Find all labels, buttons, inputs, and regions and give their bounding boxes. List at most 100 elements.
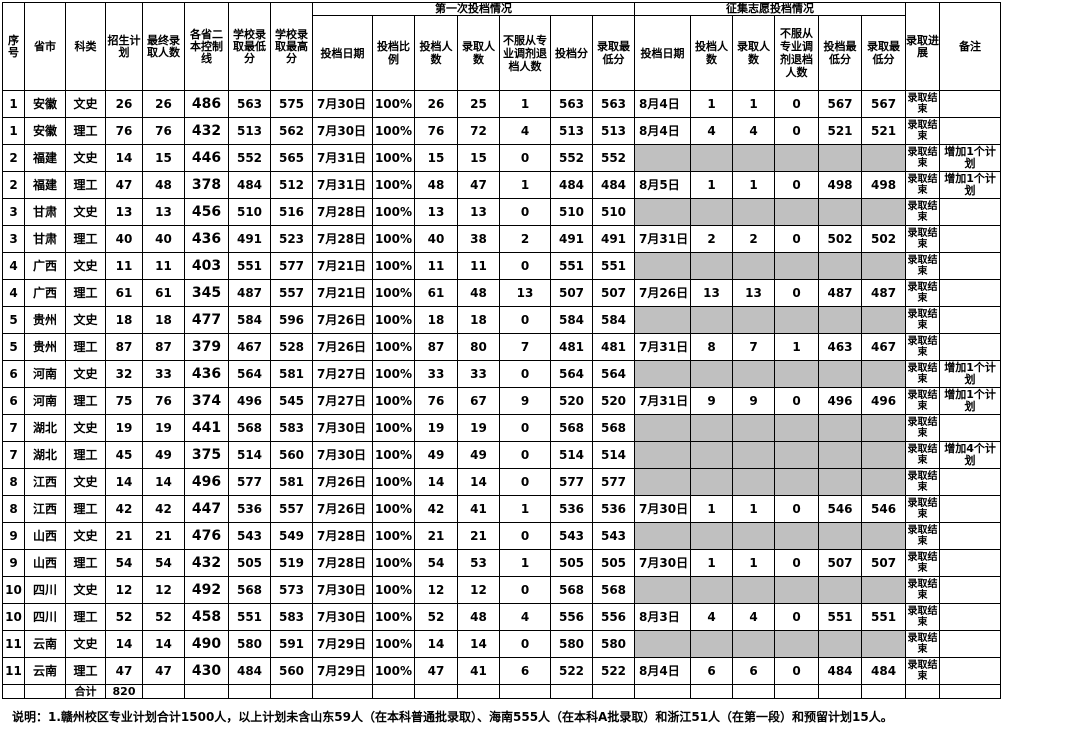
empty-cell	[690, 441, 734, 469]
table-row: 投档日期 投档比例 投档人数 录取人数 不服从专业调剂退档人数 投档分 录取最低分 投档日期投…	[3, 15, 1001, 91]
note-cell	[939, 576, 1002, 604]
progress-cell: 录取结束	[905, 387, 941, 415]
table-cell: 345	[184, 279, 229, 307]
table-cell: 528	[270, 333, 313, 361]
table-cell: 568	[228, 576, 271, 604]
column-header: 省市	[24, 2, 66, 91]
group-header: 第一次投档情况	[311, 2, 636, 16]
table-cell: 四川	[24, 603, 66, 631]
table-cell: 551	[818, 603, 863, 631]
table-cell: 甘肃	[24, 225, 66, 253]
table-cell: 48	[414, 171, 458, 199]
table-cell: 1	[690, 549, 734, 577]
empty-cell	[690, 576, 734, 604]
table-cell: 18	[105, 306, 143, 334]
table-cell: 484	[228, 171, 271, 199]
table-cell: 2	[690, 225, 734, 253]
table-cell: 2	[732, 225, 776, 253]
table-cell: 441	[184, 414, 229, 442]
table-cell: 513	[550, 117, 593, 145]
table-cell: 理工	[65, 333, 106, 361]
table-cell: 14	[457, 630, 500, 658]
table-cell	[372, 684, 415, 699]
table-cell: 563	[591, 90, 636, 118]
table-cell: 7月29日	[312, 630, 373, 658]
progress-cell: 录取结束	[905, 90, 941, 118]
table-cell: 584	[591, 306, 636, 334]
table-cell: 492	[184, 576, 229, 604]
table-cell: 湖北	[24, 441, 66, 469]
empty-cell	[774, 198, 820, 226]
empty-cell	[774, 522, 820, 550]
table-cell: 568	[591, 576, 636, 604]
table-cell: 76	[142, 387, 185, 415]
table-cell: 523	[270, 225, 313, 253]
table-cell: 6	[2, 360, 25, 388]
table-cell: 577	[550, 468, 593, 496]
progress-cell: 录取结束	[905, 468, 941, 496]
table-cell: 502	[818, 225, 863, 253]
table-cell: 76	[142, 117, 185, 145]
table-cell: 1	[732, 549, 776, 577]
table-cell	[861, 684, 907, 699]
empty-cell	[861, 441, 907, 469]
table-cell: 514	[550, 441, 593, 469]
column-header: 学校录取最高分	[270, 2, 313, 91]
table-cell: 0	[499, 414, 551, 442]
table-cell: 546	[818, 495, 863, 523]
empty-cell	[818, 441, 863, 469]
table-cell: 481	[550, 333, 593, 361]
table-cell: 491	[550, 225, 593, 253]
table-cell: 7月30日	[312, 441, 373, 469]
table-cell: 7月31日	[634, 225, 692, 253]
table-cell: 理工	[65, 171, 106, 199]
table-cell: 67	[457, 387, 500, 415]
note-cell	[939, 468, 1002, 496]
table-cell: 26	[414, 90, 458, 118]
table-cell: 7月29日	[312, 657, 373, 685]
empty-cell	[861, 630, 907, 658]
table-cell: 458	[184, 603, 229, 631]
table-cell: 403	[184, 252, 229, 280]
table-cell: 19	[142, 414, 185, 442]
table-cell: 13	[142, 198, 185, 226]
table-cell: 100%	[372, 90, 415, 118]
table-cell: 40	[142, 225, 185, 253]
table-cell: 湖北	[24, 414, 66, 442]
table-cell: 520	[591, 387, 636, 415]
table-cell: 7月31日	[312, 171, 373, 199]
empty-cell	[732, 576, 776, 604]
table-cell: 567	[818, 90, 863, 118]
empty-cell	[818, 630, 863, 658]
table-cell: 12	[105, 576, 143, 604]
table-cell: 583	[270, 603, 313, 631]
table-cell: 0	[499, 252, 551, 280]
table-cell: 4	[2, 279, 25, 307]
table-cell: 100%	[372, 576, 415, 604]
empty-cell	[818, 576, 863, 604]
table-cell: 19	[414, 414, 458, 442]
table-cell: 6	[690, 657, 734, 685]
table-cell: 522	[591, 657, 636, 685]
table-cell: 1	[732, 171, 776, 199]
total-label: 合计	[65, 684, 106, 699]
table-cell: 61	[142, 279, 185, 307]
table-cell: 理工	[65, 441, 106, 469]
table-cell: 13	[457, 198, 500, 226]
table-cell: 2	[499, 225, 551, 253]
table-cell	[550, 684, 593, 699]
empty-cell	[818, 144, 863, 172]
table-cell: 0	[774, 90, 820, 118]
table-cell: 476	[184, 522, 229, 550]
table-cell: 4	[732, 603, 776, 631]
table-cell: 26	[105, 90, 143, 118]
table-cell: 45	[105, 441, 143, 469]
empty-cell	[818, 252, 863, 280]
empty-cell	[861, 252, 907, 280]
table-cell: 87	[142, 333, 185, 361]
table-row: 8 江西 理工 42 42 447 536 557 7月26日 100% 42 41 1 536 536 7月…	[2, 495, 1002, 523]
table-cell: 467	[228, 333, 271, 361]
table-cell: 0	[499, 630, 551, 658]
empty-cell	[774, 306, 820, 334]
table-cell: 11	[414, 252, 458, 280]
